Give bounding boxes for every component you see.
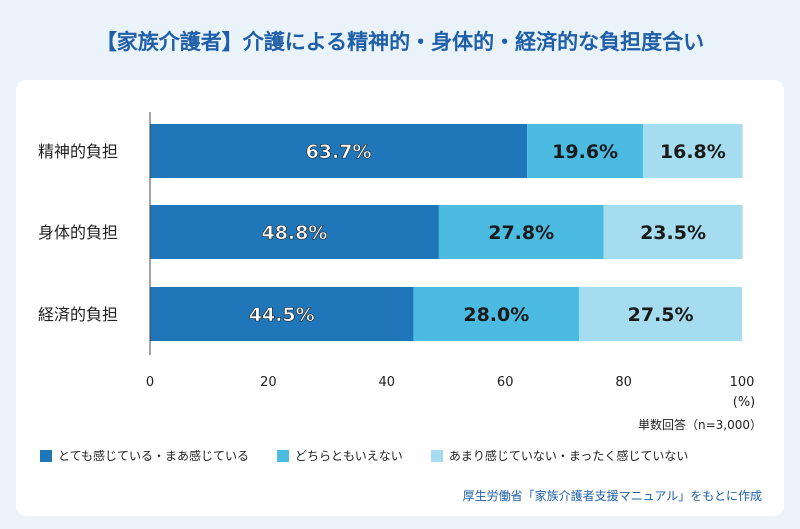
category-label-1: 身体的負担 — [38, 223, 118, 242]
category-label-0: 精神的負担 — [38, 142, 118, 161]
bar-segment-2-1 — [413, 287, 580, 341]
bar-segment-2-0 — [150, 287, 414, 341]
legend-label-2: あまり感じていない・まったく感じていない — [448, 449, 689, 463]
chart-title: 【家族介護者】介護による精神的・身体的・経済的な負担度合い — [95, 30, 705, 54]
bar-value-label-2-2: 27.5% — [628, 304, 694, 326]
bar-segment-1-2 — [603, 205, 743, 259]
legend-item-0: とても感じている・まあ感じている — [40, 447, 249, 464]
x-tick-label-5: 100 — [730, 375, 755, 390]
x-tick-label-1: 20 — [260, 375, 277, 390]
bar-value-label-1-2: 23.5% — [640, 222, 706, 244]
bar-segment-1-0 — [150, 205, 439, 259]
sample-note: 単数回答（n=3,000） — [637, 418, 762, 432]
bar-value-label-2-0: 44.5% — [249, 304, 315, 326]
bar-value-label-0-1: 19.6% — [552, 141, 618, 163]
x-tick-label-4: 80 — [615, 375, 632, 390]
legend-item-2: あまり感じていない・まったく感じていない — [430, 447, 689, 464]
x-axis-unit-label: (%) — [733, 395, 756, 410]
legend-swatch-0 — [40, 449, 52, 462]
bar-value-label-0-0: 63.7% — [306, 141, 372, 163]
source-note: 厚生労働省「家族介護者支援マニュアル」をもとに作成 — [462, 489, 762, 503]
bar-value-label-1-0: 48.8% — [261, 222, 327, 244]
bar-segment-2-2 — [579, 287, 742, 341]
legend-swatch-2 — [430, 449, 443, 462]
bar-value-label-2-1: 28.0% — [463, 304, 529, 326]
bar-segment-1-1 — [438, 205, 604, 259]
category-label-2: 経済的負担 — [38, 305, 118, 324]
x-tick-label-3: 60 — [497, 375, 514, 390]
legend-label-0: とても感じている・まあ感じている — [58, 449, 250, 463]
bar-segment-0-0 — [150, 124, 528, 178]
bar-value-label-0-2: 16.8% — [660, 141, 726, 163]
bars-group: 63.7% 19.6% 16.8% 48.8% 27.8% 23.5% 44.5% 28.0%… — [150, 124, 743, 341]
x-tick-label-2: 40 — [379, 375, 396, 390]
bar-value-label-1-1: 27.8% — [488, 222, 554, 244]
legend-label-1: どちらともいえない — [295, 449, 403, 463]
legend-item-1: どちらともいえない — [277, 447, 403, 464]
x-tick-label-0: 0 — [146, 375, 154, 390]
x-axis-ticks: 0 20 40 60 80 100 — [146, 375, 755, 390]
bar-segment-0-1 — [527, 124, 644, 178]
legend-swatch-1 — [277, 449, 290, 462]
legend: とても感じている・まあ感じている どちらともいえない あまり感じていない・まった… — [40, 447, 716, 464]
bar-segment-0-2 — [643, 124, 743, 178]
